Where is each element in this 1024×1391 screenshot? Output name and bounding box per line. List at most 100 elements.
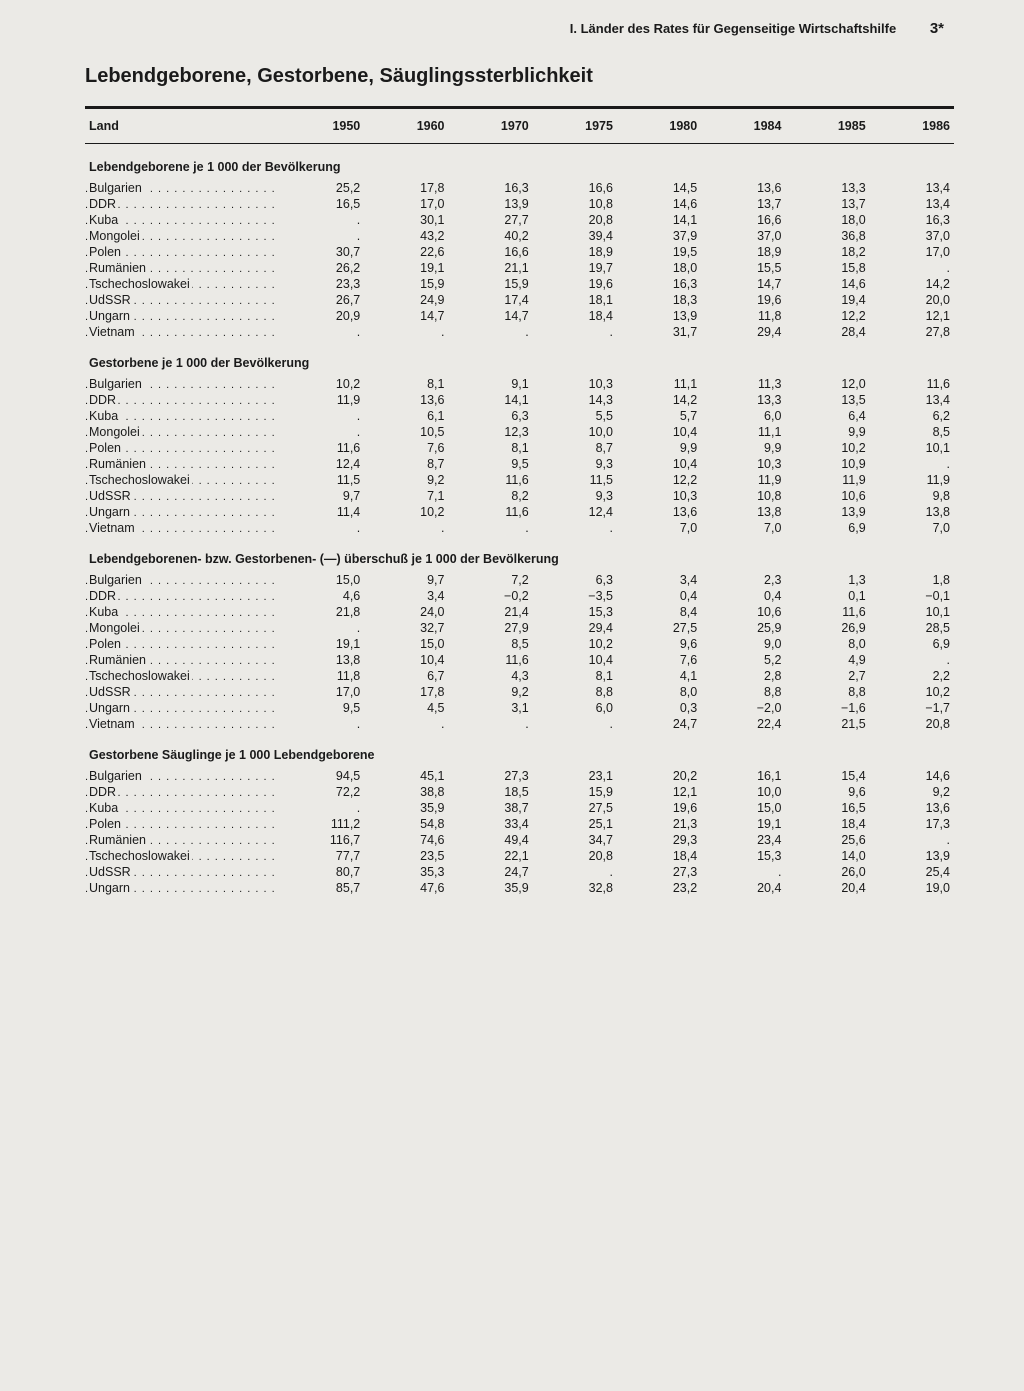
value-cell: 12,3 <box>449 424 533 440</box>
value-cell: 11,9 <box>280 392 364 408</box>
value-cell: 12,1 <box>870 308 954 324</box>
table-row: DDR16,517,013,910,814,613,713,713,4 <box>85 196 954 212</box>
value-cell: 11,9 <box>785 472 869 488</box>
value-cell: 10,2 <box>785 440 869 456</box>
country-cell: Tschechoslowakei <box>85 848 280 864</box>
value-cell: . <box>280 716 364 732</box>
value-cell: 11,9 <box>870 472 954 488</box>
value-cell: 11,6 <box>870 376 954 392</box>
value-cell: 18,4 <box>617 848 701 864</box>
col-1960: 1960 <box>364 109 448 143</box>
value-cell: 9,9 <box>701 440 785 456</box>
value-cell: 6,4 <box>785 408 869 424</box>
country-cell: Bulgarien <box>85 768 280 784</box>
value-cell: 14,7 <box>449 308 533 324</box>
value-cell: 17,0 <box>870 244 954 260</box>
value-cell: 9,6 <box>785 784 869 800</box>
country-cell: DDR <box>85 392 280 408</box>
value-cell: 2,8 <box>701 668 785 684</box>
value-cell: . <box>870 260 954 276</box>
value-cell: 12,2 <box>785 308 869 324</box>
value-cell: 14,6 <box>870 768 954 784</box>
section-header: Gestorbene Säuglinge je 1 000 Lebendgebo… <box>85 732 954 768</box>
value-cell: 8,4 <box>617 604 701 620</box>
value-cell: . <box>364 520 448 536</box>
country-cell: Vietnam <box>85 520 280 536</box>
value-cell: 22,6 <box>364 244 448 260</box>
value-cell: 21,1 <box>449 260 533 276</box>
value-cell: 26,7 <box>280 292 364 308</box>
value-cell: 13,3 <box>785 180 869 196</box>
value-cell: 6,3 <box>533 572 617 588</box>
value-cell: 0,3 <box>617 700 701 716</box>
value-cell: 13,4 <box>870 196 954 212</box>
country-cell: UdSSR <box>85 684 280 700</box>
value-cell: 8,8 <box>785 684 869 700</box>
value-cell: 4,5 <box>364 700 448 716</box>
table-row: Bulgarien15,09,77,26,33,42,31,31,8 <box>85 572 954 588</box>
value-cell: 10,2 <box>364 504 448 520</box>
country-cell: DDR <box>85 588 280 604</box>
value-cell: 18,2 <box>785 244 869 260</box>
value-cell: 6,1 <box>364 408 448 424</box>
value-cell: 13,6 <box>870 800 954 816</box>
country-cell: Bulgarien <box>85 572 280 588</box>
value-cell: 77,7 <box>280 848 364 864</box>
value-cell: 19,0 <box>870 880 954 896</box>
value-cell: 8,5 <box>870 424 954 440</box>
value-cell: 18,0 <box>617 260 701 276</box>
value-cell: 9,3 <box>533 488 617 504</box>
value-cell: 10,9 <box>785 456 869 472</box>
country-cell: UdSSR <box>85 864 280 880</box>
value-cell: 16,6 <box>449 244 533 260</box>
value-cell: . <box>870 832 954 848</box>
value-cell: . <box>280 800 364 816</box>
value-cell: 14,0 <box>785 848 869 864</box>
value-cell: 8,0 <box>617 684 701 700</box>
value-cell: 21,8 <box>280 604 364 620</box>
value-cell: 21,3 <box>617 816 701 832</box>
value-cell: 13,6 <box>617 504 701 520</box>
table-row: UdSSR80,735,324,7.27,3.26,025,4 <box>85 864 954 880</box>
value-cell: . <box>280 212 364 228</box>
section-title: Gestorbene Säuglinge je 1 000 Lebendgebo… <box>85 732 954 768</box>
value-cell: . <box>870 652 954 668</box>
value-cell: 10,4 <box>617 456 701 472</box>
value-cell: 25,6 <box>785 832 869 848</box>
value-cell: 7,2 <box>449 572 533 588</box>
value-cell: 0,1 <box>785 588 869 604</box>
value-cell: . <box>449 324 533 340</box>
value-cell: 10,5 <box>364 424 448 440</box>
country-cell: Kuba <box>85 408 280 424</box>
value-cell: 10,2 <box>870 684 954 700</box>
section-header: Lebendgeborene je 1 000 der Bevölkerung <box>85 144 954 180</box>
value-cell: 11,9 <box>701 472 785 488</box>
value-cell: 10,3 <box>533 376 617 392</box>
value-cell: 8,7 <box>533 440 617 456</box>
value-cell: 3,1 <box>449 700 533 716</box>
value-cell: 14,6 <box>785 276 869 292</box>
value-cell: 5,2 <box>701 652 785 668</box>
value-cell: 2,3 <box>701 572 785 588</box>
value-cell: 20,4 <box>701 880 785 896</box>
country-cell: DDR <box>85 784 280 800</box>
page-title: Lebendgeborene, Gestorbene, Säuglingsste… <box>85 65 954 88</box>
value-cell: 37,0 <box>701 228 785 244</box>
value-cell: 4,1 <box>617 668 701 684</box>
country-cell: UdSSR <box>85 488 280 504</box>
value-cell: 18,4 <box>533 308 617 324</box>
value-cell: 24,7 <box>617 716 701 732</box>
value-cell: 18,3 <box>617 292 701 308</box>
value-cell: 16,3 <box>870 212 954 228</box>
value-cell: 13,4 <box>870 392 954 408</box>
section-title: Lebendgeborene je 1 000 der Bevölkerung <box>85 144 954 180</box>
value-cell: 32,8 <box>533 880 617 896</box>
col-1980: 1980 <box>617 109 701 143</box>
value-cell: −0,1 <box>870 588 954 604</box>
section-header: Lebendgeborenen- bzw. Gestorbenen- (—) ü… <box>85 536 954 572</box>
table-row: Ungarn85,747,635,932,823,220,420,419,0 <box>85 880 954 896</box>
value-cell: 23,5 <box>364 848 448 864</box>
value-cell: 9,5 <box>280 700 364 716</box>
value-cell: 24,0 <box>364 604 448 620</box>
section-title: Gestorbene je 1 000 der Bevölkerung <box>85 340 954 376</box>
